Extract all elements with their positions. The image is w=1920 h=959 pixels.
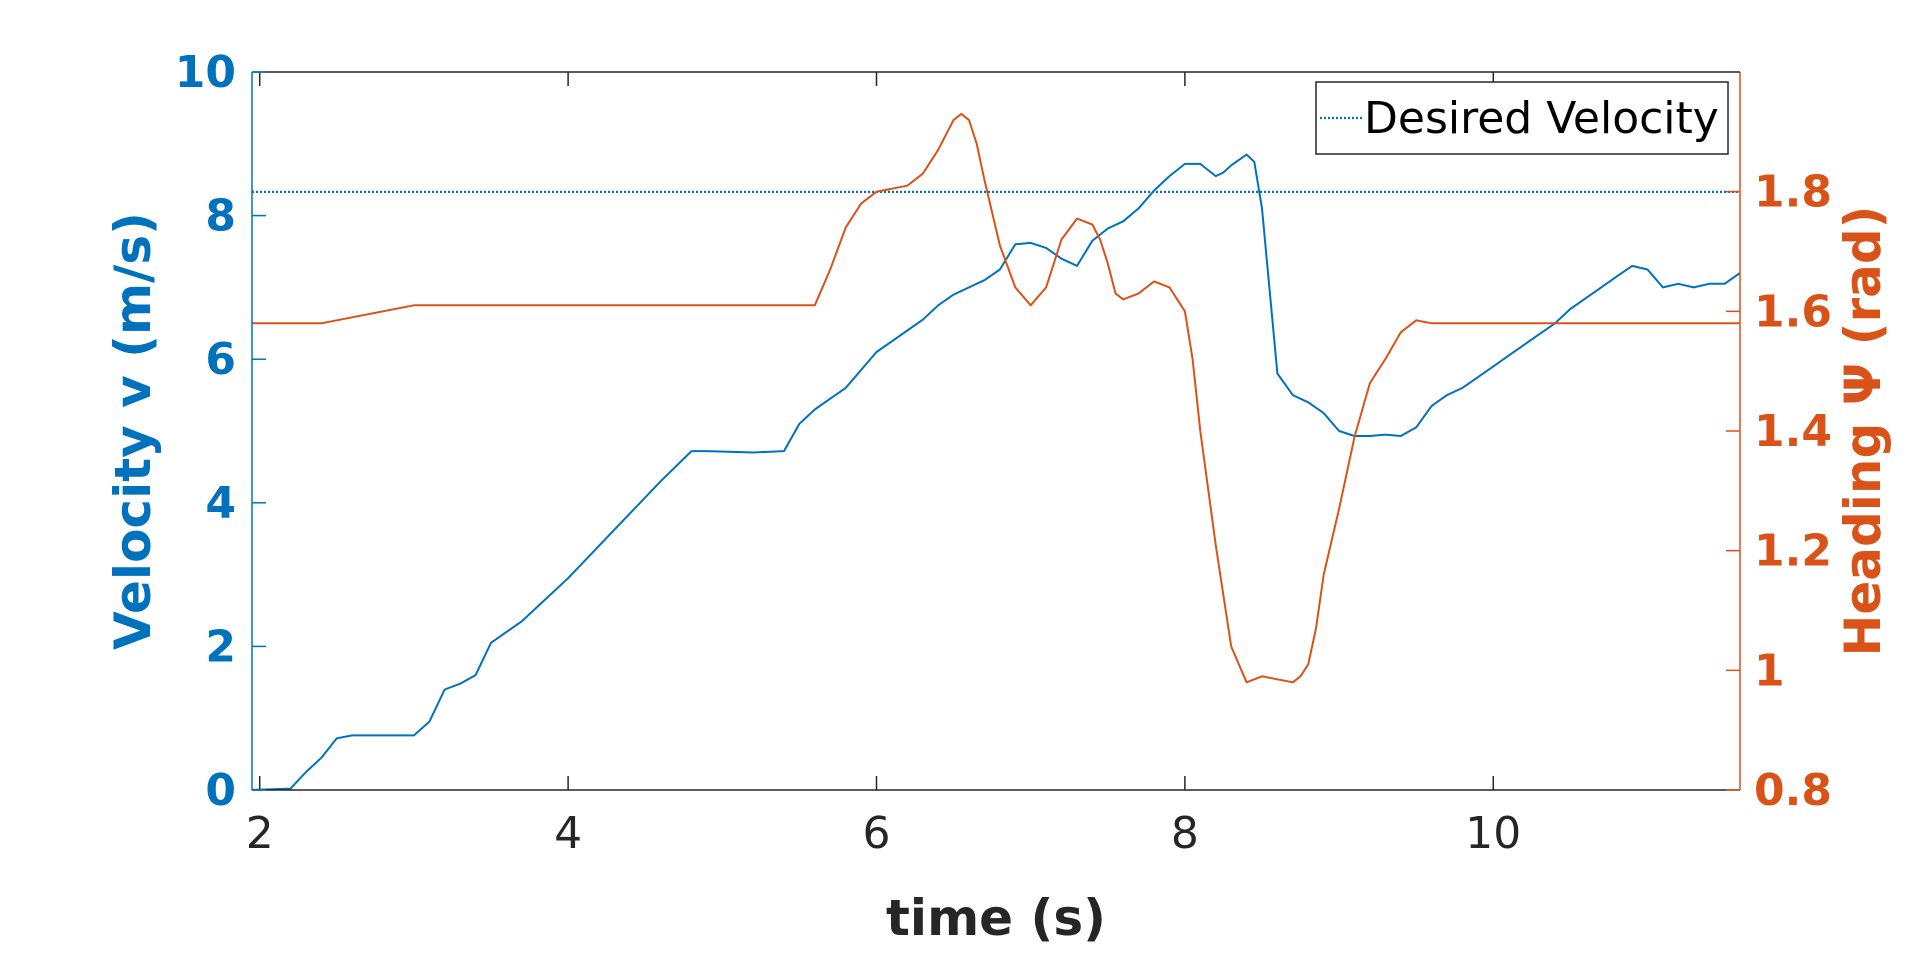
x-axis-title: time (s) bbox=[886, 889, 1106, 947]
x-tick-label: 6 bbox=[862, 808, 890, 859]
right-tick-label: 1 bbox=[1754, 645, 1785, 696]
legend-box bbox=[1315, 81, 1729, 155]
x-tick-label: 10 bbox=[1465, 808, 1521, 859]
legend[interactable]: Desired Velocity bbox=[1315, 81, 1729, 155]
plot-area bbox=[252, 112, 1740, 790]
heading-series-line bbox=[252, 112, 1740, 684]
left-tick-label: 2 bbox=[205, 621, 236, 672]
velocity-series-line bbox=[252, 153, 1740, 790]
left-tick-label: 4 bbox=[205, 478, 236, 529]
right-tick-label: 1.8 bbox=[1754, 167, 1832, 218]
x-tick-label: 8 bbox=[1171, 808, 1199, 859]
x-tick-label: 4 bbox=[554, 808, 582, 859]
right-tick-label: 1.6 bbox=[1754, 286, 1832, 337]
axis-titles: time (s) Velocity v (m/s) Heading Ψ (rad) bbox=[104, 205, 1892, 947]
left-tick-label: 6 bbox=[205, 334, 236, 385]
right-axis-title: Heading Ψ (rad) bbox=[1834, 205, 1892, 656]
right-tick-label: 1.4 bbox=[1754, 406, 1832, 457]
left-axis-title: Velocity v (m/s) bbox=[104, 212, 162, 650]
x-tick-label: 2 bbox=[246, 808, 274, 859]
left-tick-label: 0 bbox=[205, 765, 236, 816]
left-tick-label: 10 bbox=[175, 47, 236, 98]
legend-entry-label: Desired Velocity bbox=[1364, 93, 1719, 144]
axes bbox=[251, 71, 1741, 791]
left-tick-label: 8 bbox=[205, 191, 236, 242]
right-tick-label: 1.2 bbox=[1754, 526, 1832, 577]
right-tick-label: 0.8 bbox=[1754, 765, 1832, 816]
